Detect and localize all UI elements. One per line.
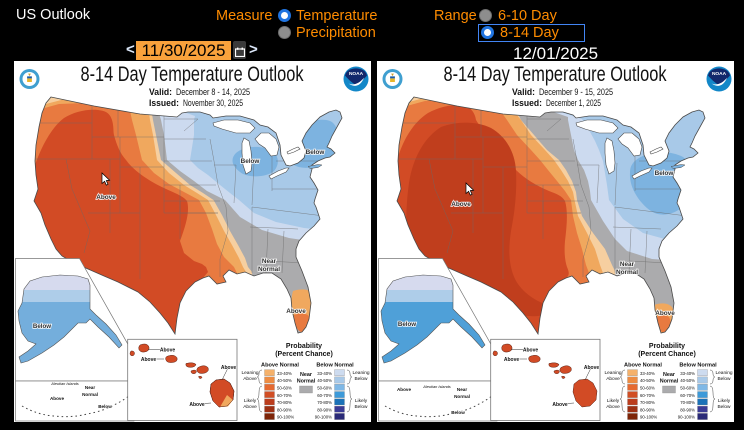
svg-text:Near: Near: [663, 372, 676, 378]
svg-text:NOAA: NOAA: [349, 71, 364, 77]
svg-text:Likely: Likely: [355, 398, 368, 404]
svg-text:40-50%: 40-50%: [277, 378, 292, 383]
svg-text:60-70%: 60-70%: [640, 393, 655, 398]
svg-text:40-50%: 40-50%: [640, 378, 655, 383]
svg-text:80-90%: 80-90%: [640, 407, 655, 412]
svg-text:90-100%: 90-100%: [640, 415, 657, 420]
svg-text:Below: Below: [655, 170, 674, 177]
svg-text:Above: Above: [243, 404, 257, 410]
svg-text:Near: Near: [85, 385, 95, 390]
svg-text:70-80%: 70-80%: [640, 400, 655, 405]
svg-text:Above: Above: [189, 402, 205, 408]
svg-text:33-40%: 33-40%: [277, 371, 292, 376]
svg-text:Below: Below: [717, 376, 731, 382]
svg-text:80-90%: 80-90%: [680, 407, 695, 412]
svg-text:Above: Above: [606, 404, 620, 410]
svg-text:80-90%: 80-90%: [277, 407, 292, 412]
svg-text:Normal: Normal: [616, 269, 638, 276]
svg-text:Above: Above: [160, 348, 176, 354]
svg-text:Above: Above: [584, 365, 600, 371]
svg-text:Above: Above: [523, 348, 539, 354]
svg-text:(Percent Chance): (Percent Chance): [275, 351, 333, 358]
svg-text:Above: Above: [221, 365, 237, 371]
svg-text:Near: Near: [457, 387, 467, 392]
svg-text:Above Normal: Above Normal: [261, 363, 299, 369]
svg-text:Above: Above: [50, 396, 64, 401]
svg-text:Above: Above: [397, 387, 411, 392]
svg-text:(Percent Chance): (Percent Chance): [638, 351, 696, 358]
svg-text:50-60%: 50-60%: [640, 386, 655, 391]
svg-text:80-90%: 80-90%: [317, 407, 332, 412]
svg-text:33-40%: 33-40%: [640, 371, 655, 376]
svg-text:60-70%: 60-70%: [277, 393, 292, 398]
svg-text:33-40%: 33-40%: [680, 371, 695, 376]
svg-text:Normal: Normal: [660, 379, 679, 385]
svg-text:90-100%: 90-100%: [277, 415, 294, 420]
svg-text:Normal: Normal: [82, 392, 98, 397]
svg-text:Normal: Normal: [297, 379, 316, 385]
svg-text:Normal: Normal: [258, 266, 280, 273]
svg-text:Above: Above: [504, 357, 520, 363]
svg-text:Issued:November 30, 2025: Issued: November 30, 2025: [149, 98, 243, 108]
svg-text:33-40%: 33-40%: [317, 371, 332, 376]
svg-text:Leaning: Leaning: [352, 370, 369, 376]
svg-text:Probability: Probability: [649, 343, 685, 350]
svg-text:NOAA: NOAA: [712, 71, 727, 77]
svg-text:70-80%: 70-80%: [317, 400, 332, 405]
svg-text:60-70%: 60-70%: [680, 393, 695, 398]
svg-text:Likely: Likely: [244, 398, 257, 404]
svg-text:Below: Below: [241, 158, 260, 165]
svg-text:60-70%: 60-70%: [317, 393, 332, 398]
svg-text:Above: Above: [141, 357, 157, 363]
svg-text:50-60%: 50-60%: [277, 386, 292, 391]
svg-text:40-50%: 40-50%: [317, 378, 332, 383]
svg-text:Below: Below: [354, 376, 368, 382]
svg-text:Below: Below: [451, 410, 465, 415]
svg-text:Below: Below: [398, 321, 416, 328]
svg-text:Above: Above: [552, 402, 568, 408]
svg-text:Above: Above: [655, 310, 675, 317]
svg-text:Aleutian Islands: Aleutian Islands: [422, 384, 451, 389]
svg-text:90-100%: 90-100%: [315, 415, 332, 420]
svg-text:Above: Above: [606, 376, 620, 382]
svg-text:Above Normal: Above Normal: [624, 363, 662, 369]
svg-text:Below: Below: [33, 323, 51, 330]
svg-text:40-50%: 40-50%: [680, 378, 695, 383]
svg-text:Below: Below: [306, 149, 325, 156]
svg-text:Below Normal: Below Normal: [316, 363, 354, 369]
svg-text:50-60%: 50-60%: [680, 386, 695, 391]
svg-text:50-60%: 50-60%: [317, 386, 332, 391]
svg-text:Above: Above: [96, 194, 116, 201]
svg-text:Aleutian Islands: Aleutian Islands: [50, 381, 79, 386]
svg-text:Likely: Likely: [607, 398, 620, 404]
svg-text:Below Normal: Below Normal: [679, 363, 717, 369]
svg-text:Valid:December 8 - 14, 2025: Valid: December 8 - 14, 2025: [149, 87, 250, 97]
svg-text:Leaning: Leaning: [241, 370, 258, 376]
svg-text:Above: Above: [243, 376, 257, 382]
svg-text:Near: Near: [300, 372, 313, 378]
svg-text:Below: Below: [354, 404, 368, 410]
svg-text:Probability: Probability: [286, 343, 322, 350]
svg-text:8-14 Day Temperature Outlook: 8-14 Day Temperature Outlook: [444, 62, 667, 86]
svg-text:Below: Below: [717, 404, 731, 410]
svg-text:70-80%: 70-80%: [277, 400, 292, 405]
svg-text:Issued:December 1, 2025: Issued: December 1, 2025: [512, 98, 601, 108]
svg-text:Above: Above: [286, 308, 306, 315]
svg-text:8-14 Day Temperature Outlook: 8-14 Day Temperature Outlook: [81, 62, 304, 86]
svg-text:Valid:December 9 - 15, 2025: Valid: December 9 - 15, 2025: [512, 87, 613, 97]
svg-text:Near: Near: [262, 258, 277, 265]
svg-text:Leaning: Leaning: [604, 370, 621, 376]
svg-text:Near: Near: [620, 261, 635, 268]
svg-text:Leaning: Leaning: [715, 370, 732, 376]
svg-text:Above: Above: [451, 201, 471, 208]
svg-text:90-100%: 90-100%: [678, 415, 695, 420]
svg-text:Below: Below: [98, 404, 112, 409]
svg-text:Likely: Likely: [718, 398, 731, 404]
svg-text:Normal: Normal: [454, 394, 470, 399]
svg-text:70-80%: 70-80%: [680, 400, 695, 405]
